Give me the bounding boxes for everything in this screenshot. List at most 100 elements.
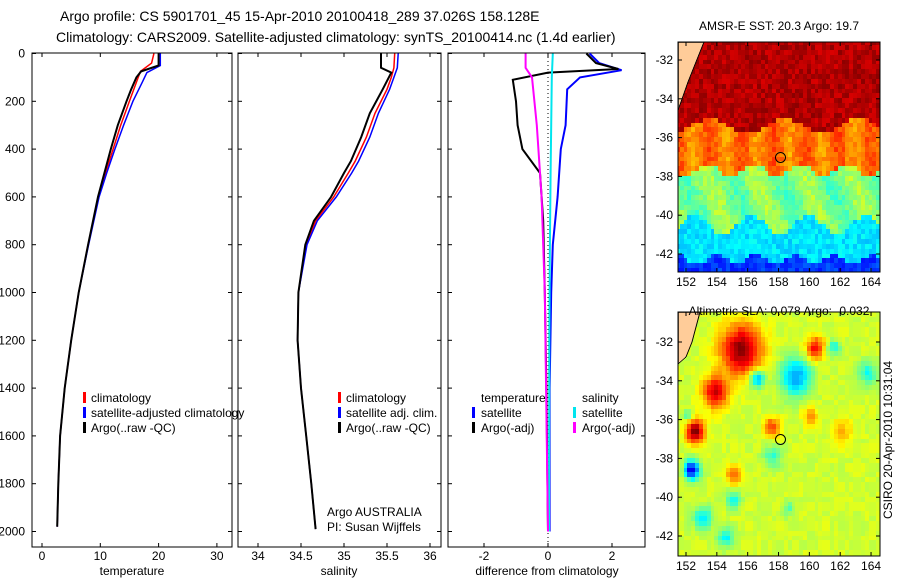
y-tick-label: 400 [5, 142, 25, 156]
x-tick-label: 36 [423, 549, 437, 563]
x-tick-label: 0 [545, 549, 552, 563]
series-line-temperature-satellite [548, 52, 622, 532]
y-tick-label: 600 [5, 190, 25, 204]
x-tick-label: 10 [94, 549, 108, 563]
x-tick-label: -2 [479, 549, 490, 563]
y-tick-label: 1000 [0, 286, 25, 300]
map-lat-label: -36 [656, 413, 674, 427]
legend-title-salinity: salinity [582, 391, 619, 405]
y-tick-label: 1200 [0, 333, 25, 347]
map-lon-label: 158 [769, 559, 789, 573]
title-line-2: Climatology: CARS2009. Satellite-adjuste… [56, 29, 616, 45]
x-tick-label: 35.5 [375, 549, 399, 563]
salinity-legend: climatology satellite adj. clim. Argo(..… [327, 391, 437, 534]
annotation-pi: PI: Susan Wijffels [327, 520, 421, 534]
legend-swatch-argo [83, 422, 86, 433]
legend-label: climatology [91, 391, 151, 405]
map-lon-label: 152 [676, 275, 696, 289]
legend-swatch-argo [338, 422, 341, 433]
legend-swatch-temp-argo [472, 422, 475, 433]
map-lon-label: 160 [799, 559, 819, 573]
salinity-axes [237, 52, 442, 548]
legend-swatch-temp-satellite [472, 407, 475, 418]
sst-map-image [678, 42, 880, 272]
map-lat-label: -42 [656, 247, 674, 261]
x-tick-label: 30 [210, 549, 224, 563]
difference-legend: temperature satellite Argo(-adj) salinit… [472, 391, 635, 435]
legend-label: Argo(-adj) [481, 421, 534, 435]
map-lat-label: -32 [656, 335, 674, 349]
y-tick-label: 2000 [0, 525, 25, 539]
map-lat-label: -38 [656, 451, 674, 465]
y-tick-label: 0 [18, 47, 25, 61]
salinity-xlabel: salinity [321, 564, 358, 578]
series-line-argo-raw-qc- [296, 53, 393, 530]
argo-float-marker [774, 434, 786, 446]
series-line-salinity-argo-adj- [524, 53, 549, 532]
series-line-salinity-satellite [548, 53, 554, 532]
y-tick-label: 800 [5, 238, 25, 252]
sla-map-frame [677, 311, 881, 557]
map-lon-label: 162 [830, 275, 850, 289]
sst-map-title: AMSR-E SST: 20.3 Argo: 19.7 [699, 19, 859, 33]
map-lon-label: 162 [830, 559, 850, 573]
legend-label: satellite adj. clim. [346, 406, 437, 420]
legend-label: Argo(..raw -QC) [346, 421, 431, 435]
map-lat-label: -32 [656, 53, 674, 67]
series-line-climatology [56, 53, 155, 527]
legend-label: satellite [481, 406, 522, 420]
series-line-satellite-adj-clim- [296, 53, 399, 530]
temperature-xlabel: temperature [100, 564, 165, 578]
series-line-climatology [296, 53, 396, 530]
x-tick-label: 20 [152, 549, 166, 563]
difference-axes [447, 52, 646, 548]
y-tick-label: 200 [5, 94, 25, 108]
temperature-legend: climatology satellite-adjusted climatolo… [83, 391, 244, 435]
difference-xlabel: difference from climatology [475, 564, 618, 578]
argo-float-marker [774, 152, 786, 164]
map-lon-label: 164 [861, 275, 881, 289]
sst-map-frame [677, 41, 881, 273]
temperature-axes [31, 52, 233, 548]
x-tick-label: 0 [39, 549, 46, 563]
legend-title-temperature: temperature [481, 391, 546, 405]
legend-label: climatology [346, 391, 406, 405]
map-lon-label: 156 [738, 275, 758, 289]
map-lon-label: 152 [676, 559, 696, 573]
map-lat-label: -40 [656, 490, 674, 504]
legend-label: Argo(-adj) [582, 421, 635, 435]
legend-label: satellite [582, 406, 623, 420]
y-tick-label: 1600 [0, 429, 25, 443]
map-lon-label: 154 [707, 559, 727, 573]
legend-swatch-climatology [83, 392, 86, 403]
legend-swatch-sal-satellite [573, 407, 576, 418]
map-lat-label: -34 [656, 374, 674, 388]
map-lat-label: -38 [656, 169, 674, 183]
legend-swatch-sal-argo [573, 422, 576, 433]
map-lon-label: 164 [861, 559, 881, 573]
x-tick-label: 34.5 [289, 549, 313, 563]
map-lat-label: -36 [656, 131, 674, 145]
title-line-1: Argo profile: CS 5901701_45 15-Apr-2010 … [60, 8, 540, 24]
y-tick-label: 1800 [0, 477, 25, 491]
series-line-satellite-adjusted-climatology [56, 53, 162, 527]
sla-map-title: Altimetric SLA: 0.078 Argo: -0.032 [689, 304, 870, 318]
x-tick-label: 2 [609, 549, 616, 563]
series-line-argo-raw-qc- [56, 53, 160, 527]
map-lat-label: -42 [656, 529, 674, 543]
map-lon-label: 160 [799, 275, 819, 289]
map-lat-label: -34 [656, 92, 674, 106]
legend-label: satellite-adjusted climatology [91, 406, 244, 420]
x-tick-label: 34 [251, 549, 265, 563]
legend-swatch-satellite [83, 407, 86, 418]
x-tick-label: 35 [337, 549, 351, 563]
map-lat-label: -40 [656, 208, 674, 222]
map-lon-label: 158 [769, 275, 789, 289]
footer-timestamp: CSIRO 20-Apr-2010 10:31:04 [881, 361, 895, 519]
legend-label: Argo(..raw -QC) [91, 421, 176, 435]
legend-swatch-satellite [338, 407, 341, 418]
map-lon-label: 154 [707, 275, 727, 289]
y-tick-label: 1400 [0, 381, 25, 395]
annotation-argo-australia: Argo AUSTRALIA [327, 505, 422, 519]
